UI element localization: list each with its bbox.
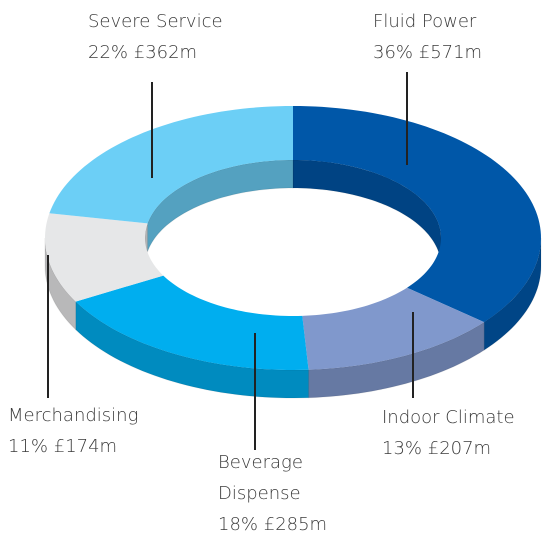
percent-label: 36% <box>373 42 414 63</box>
outer-wall <box>308 322 485 398</box>
inner-wall <box>293 160 441 266</box>
category-label: Merchandising <box>8 405 139 426</box>
percent-label: 11% <box>8 436 49 457</box>
percent-label: 22% <box>88 42 129 63</box>
donut-slice <box>75 275 309 370</box>
amount-label: £362m <box>133 42 198 63</box>
donut-slice <box>49 106 293 224</box>
outer-wall <box>75 301 309 398</box>
slice-label: Beverage Dispense 18% £285m <box>218 447 328 536</box>
category-label: Beverage Dispense <box>218 452 303 504</box>
percent-label: 18% <box>218 514 259 535</box>
amount-label: £285m <box>263 514 328 535</box>
slice-label: Severe Service 22% £362m <box>88 6 268 68</box>
slice-label: Fluid Power 36% £571m <box>373 6 543 68</box>
wall-shade <box>44 237 77 331</box>
slice-label: Indoor Climate 13% £207m <box>382 402 547 464</box>
percent-label: 13% <box>382 438 423 459</box>
inner-wall <box>147 160 293 252</box>
category-label: Fluid Power <box>373 11 477 32</box>
outer-wall <box>484 238 541 351</box>
category-label: Indoor Climate <box>382 407 515 428</box>
slice-label: Merchandising 11% £174m <box>8 400 188 462</box>
amount-label: £571m <box>418 42 483 63</box>
outer-wall <box>45 238 76 330</box>
category-label: Severe Service <box>88 11 223 32</box>
donut-slice <box>302 287 485 370</box>
donut-slice <box>45 213 164 302</box>
amount-label: £174m <box>53 436 118 457</box>
amount-label: £207m <box>427 438 492 459</box>
donut-slice <box>293 106 541 323</box>
